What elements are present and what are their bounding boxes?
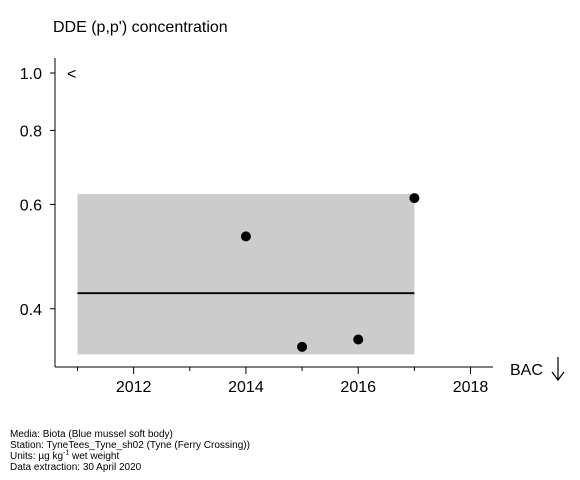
y-tick-label: 0.8 <box>20 123 42 140</box>
upper-marker: < <box>67 66 76 83</box>
y-tick-label: 0.4 <box>20 302 42 319</box>
threshold-label: BAC <box>510 362 543 379</box>
footer-units-suffix: wet weight <box>69 451 120 462</box>
data-point <box>297 341 308 352</box>
x-tick-label: 2012 <box>116 379 152 396</box>
data-point <box>353 334 364 345</box>
x-tick-label: 2016 <box>340 379 376 396</box>
chart-title: DDE (p,p') concentration <box>53 19 228 36</box>
data-point <box>409 193 420 204</box>
x-tick-label: 2014 <box>228 379 264 396</box>
y-tick-label: 1.0 <box>20 66 42 83</box>
confidence-band <box>77 193 415 355</box>
x-tick-label: 2018 <box>453 379 489 396</box>
chart-footer: Media: Biota (Blue mussel soft body) Sta… <box>10 429 250 473</box>
data-point <box>240 231 251 242</box>
footer-units-sup: -1 <box>63 449 70 457</box>
footer-units: Units: µg kg-1 wet weight <box>10 449 250 462</box>
threshold-arrow-head <box>551 371 565 381</box>
footer-extraction: Data extraction: 30 April 2020 <box>10 462 142 473</box>
footer-units-prefix: Units: µg kg <box>10 451 64 462</box>
y-tick-label: 0.6 <box>20 197 42 214</box>
footer-media: Media: Biota (Blue mussel soft body) <box>10 429 173 440</box>
footer-station: Station: TyneTees_Tyne_sh02 (Tyne (Ferry… <box>10 440 250 451</box>
